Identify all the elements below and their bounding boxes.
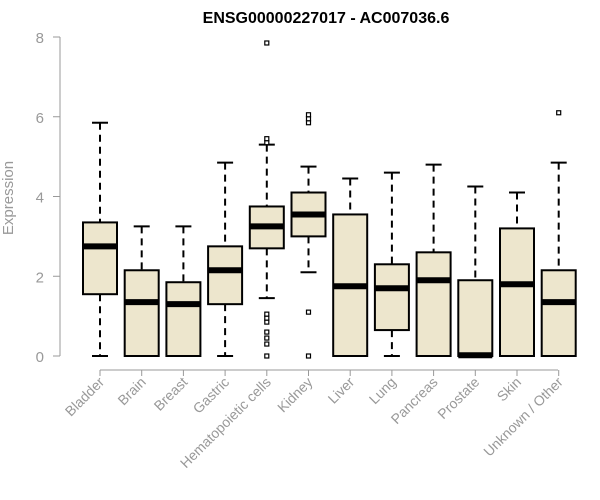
outlier-point bbox=[305, 309, 312, 315]
y-tick-label: 4 bbox=[36, 190, 44, 207]
outlier-point bbox=[264, 353, 270, 359]
chart-title: ENSG00000227017 - AC007036.6 bbox=[203, 10, 450, 27]
outlier-point bbox=[556, 110, 562, 116]
y-tick-label: 6 bbox=[36, 110, 44, 127]
box-gastric bbox=[207, 161, 244, 357]
x-tick-label: Skin bbox=[494, 374, 525, 405]
box-iqr bbox=[415, 251, 452, 357]
x-tick-label: Breast bbox=[151, 374, 191, 414]
x-tick-label: Prostate bbox=[434, 374, 482, 422]
box-lung bbox=[373, 171, 410, 357]
boxes bbox=[82, 40, 577, 359]
y-tick-label: 8 bbox=[36, 30, 44, 47]
outlier-point bbox=[264, 341, 270, 347]
outlier-point bbox=[264, 311, 270, 317]
box-iqr bbox=[373, 263, 410, 332]
box-liver bbox=[332, 177, 369, 357]
box-skin bbox=[499, 191, 535, 357]
y-tick-label: 2 bbox=[36, 269, 44, 286]
box-iqr bbox=[123, 269, 160, 357]
box-iqr bbox=[165, 281, 202, 358]
box-kidney bbox=[290, 112, 327, 359]
x-tick-label: Unknown / Other bbox=[480, 374, 566, 460]
box-iqr bbox=[457, 279, 494, 357]
box-pancreas bbox=[415, 163, 452, 357]
box-iqr bbox=[82, 221, 118, 296]
box-brain bbox=[123, 225, 160, 357]
outlier-point bbox=[305, 112, 312, 118]
box-unknown-other bbox=[540, 110, 577, 357]
box-iqr bbox=[499, 227, 535, 357]
box-iqr bbox=[540, 269, 577, 357]
outlier-point bbox=[264, 136, 270, 142]
y-ticks: 0 2 4 6 8 bbox=[36, 30, 60, 366]
box-bladder bbox=[82, 121, 118, 357]
x-tick-label: Liver bbox=[325, 374, 358, 407]
y-tick-label: 0 bbox=[36, 349, 44, 366]
x-tick-label: Kidney bbox=[274, 374, 316, 416]
box-prostate bbox=[457, 185, 494, 359]
box-iqr bbox=[207, 245, 244, 306]
outlier-point bbox=[305, 353, 312, 359]
x-tick-label: Brain bbox=[114, 374, 148, 408]
x-tick-label: Lung bbox=[366, 374, 399, 407]
outlier-point bbox=[264, 40, 270, 46]
box-hematopoietic-cells bbox=[248, 40, 285, 359]
y-axis-label: Expression bbox=[0, 161, 17, 235]
outlier-point bbox=[264, 329, 270, 335]
x-tick-label: Bladder bbox=[62, 374, 108, 420]
box-breast bbox=[165, 225, 202, 358]
outlier-point bbox=[264, 335, 270, 341]
